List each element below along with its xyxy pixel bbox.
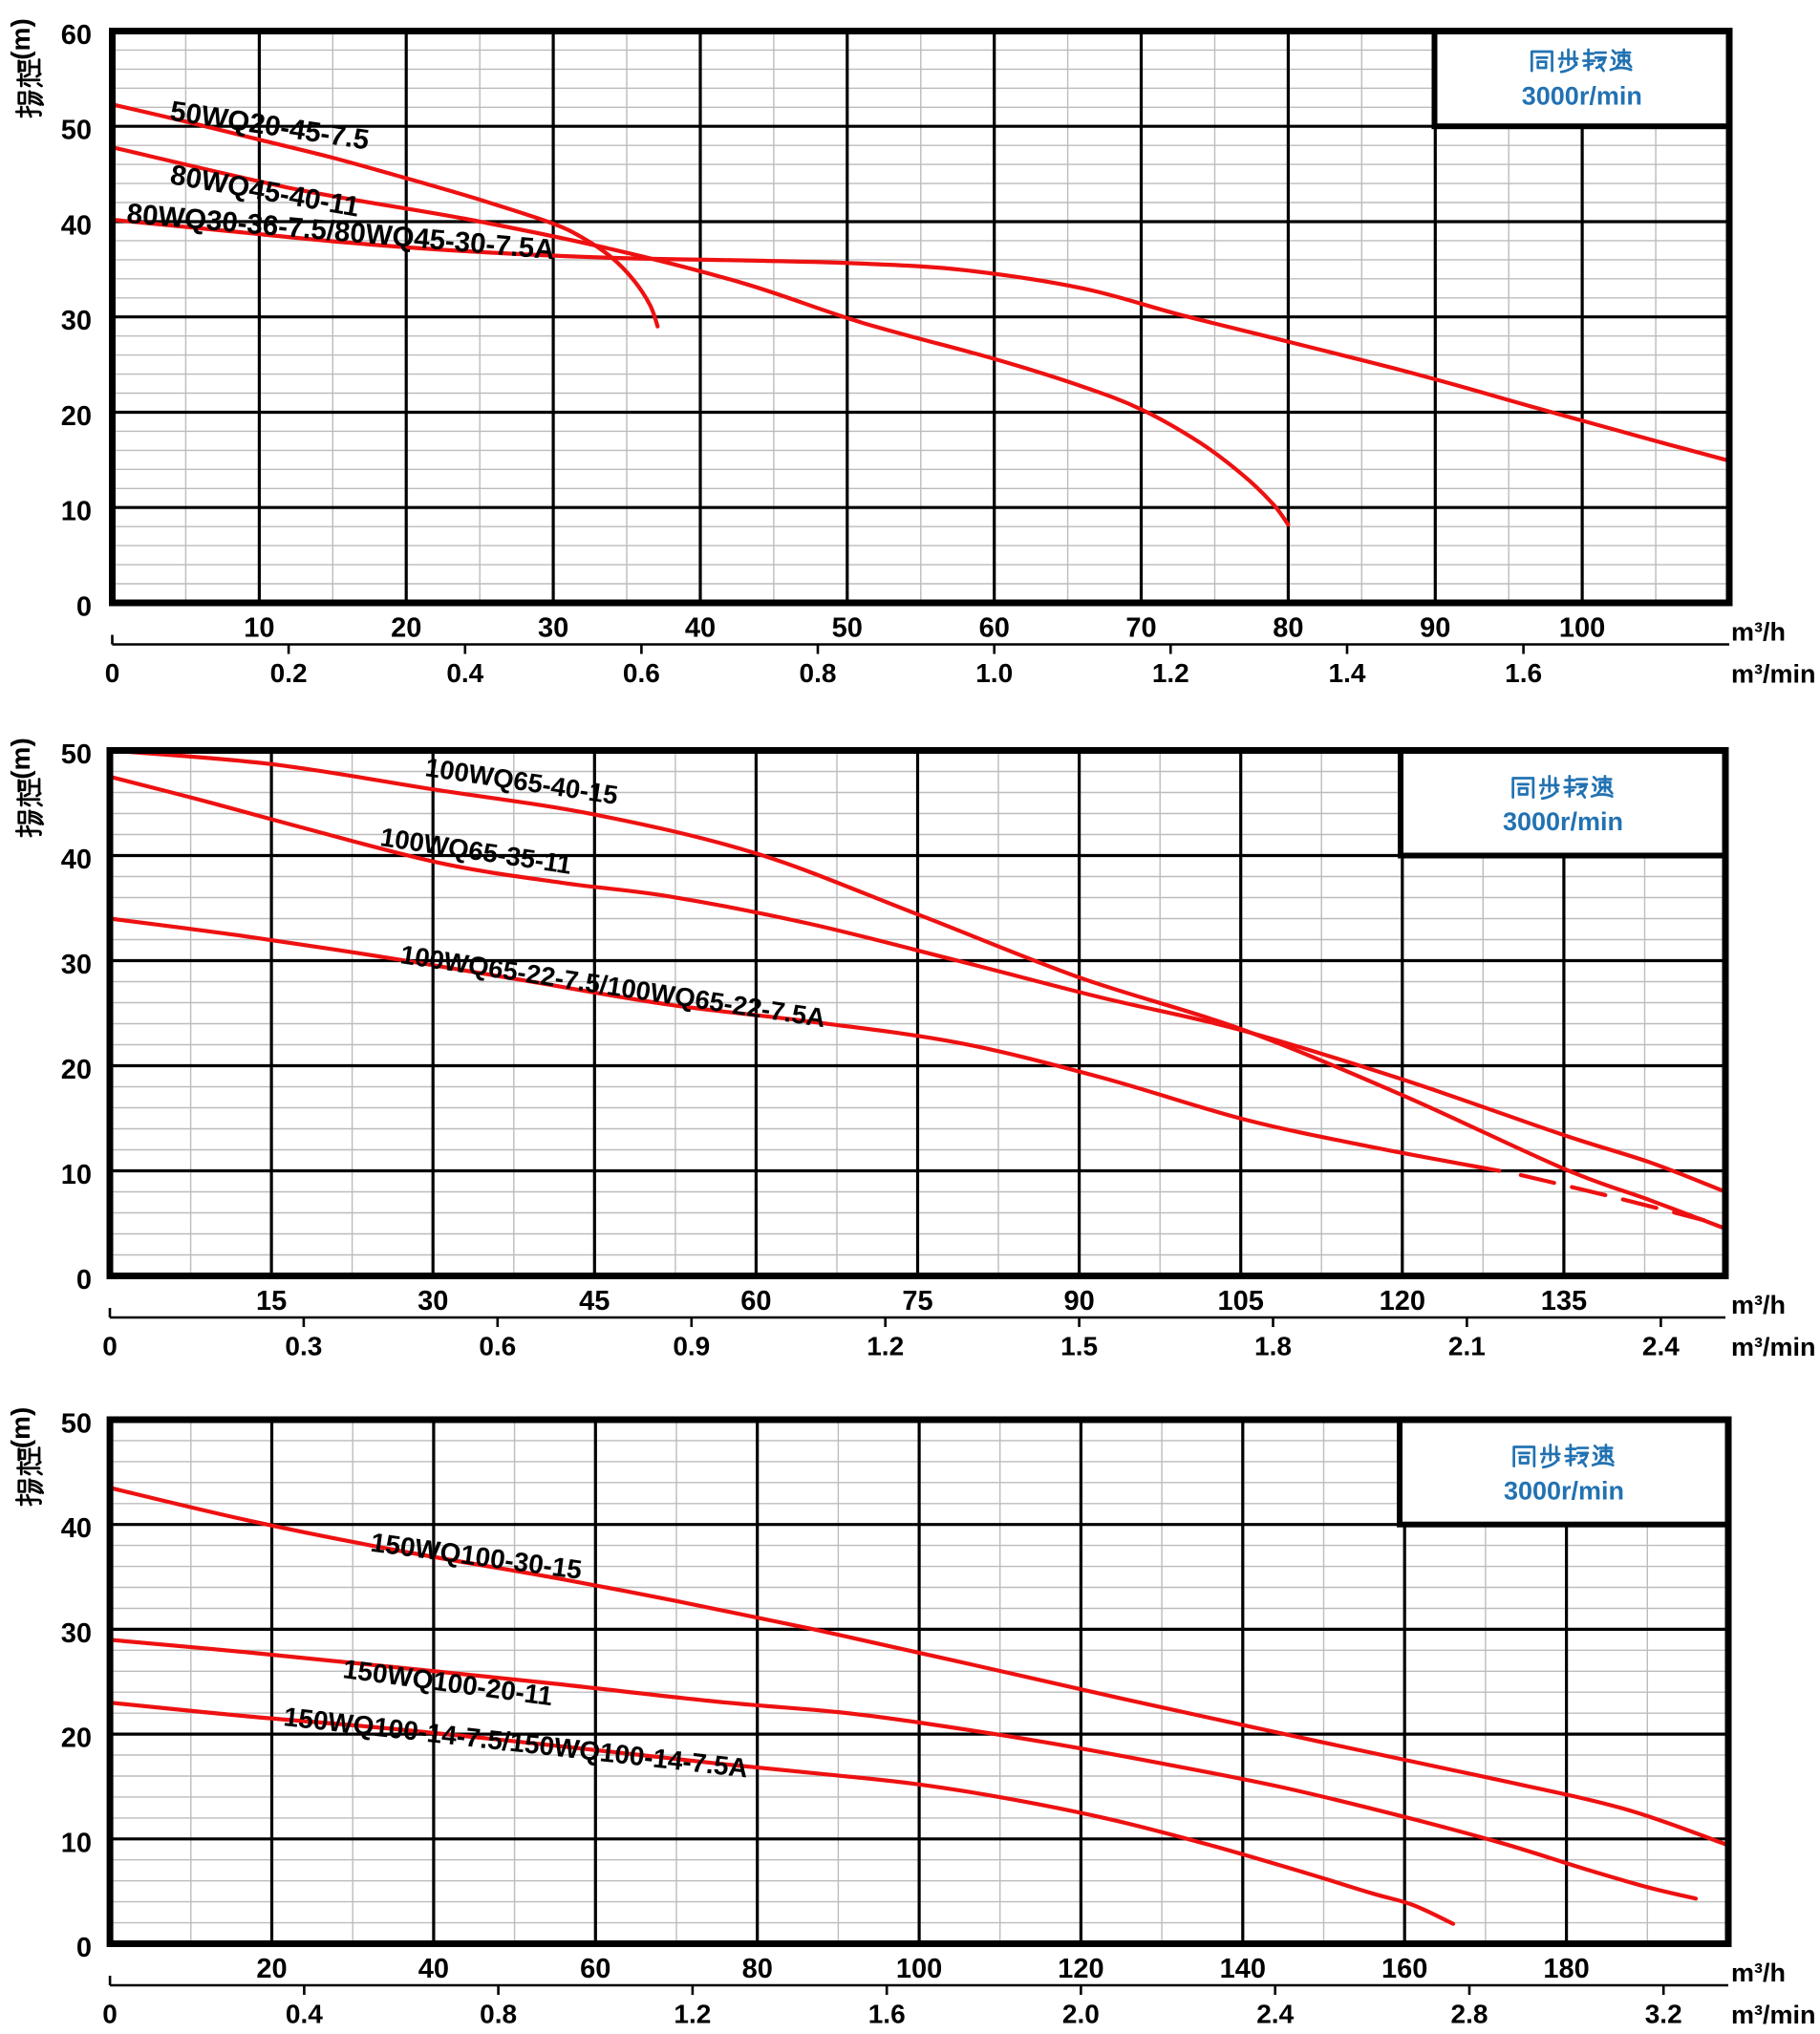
svg-text:40: 40 <box>61 845 92 875</box>
svg-text:10: 10 <box>244 613 274 644</box>
svg-text:0: 0 <box>76 592 92 623</box>
svg-text:1.6: 1.6 <box>1505 658 1542 688</box>
svg-text:0.6: 0.6 <box>623 658 660 688</box>
svg-text:0.4: 0.4 <box>446 658 483 688</box>
svg-text:0.8: 0.8 <box>480 2000 517 2029</box>
svg-text:(m): (m) <box>6 18 35 60</box>
svg-text:2.4: 2.4 <box>1256 2000 1294 2029</box>
svg-text:90: 90 <box>1420 613 1450 644</box>
svg-text:40: 40 <box>61 211 92 242</box>
svg-text:140: 140 <box>1220 1954 1266 1984</box>
svg-text:0.3: 0.3 <box>285 1332 322 1361</box>
svg-text:0: 0 <box>76 1265 92 1295</box>
svg-text:0.8: 0.8 <box>800 658 837 688</box>
svg-text:10: 10 <box>61 1160 92 1190</box>
svg-text:70: 70 <box>1125 613 1156 644</box>
svg-text:160: 160 <box>1381 1954 1427 1984</box>
svg-text:m³/min: m³/min <box>1731 1333 1816 1361</box>
svg-text:1.4: 1.4 <box>1329 658 1366 688</box>
svg-text:60: 60 <box>740 1286 771 1317</box>
svg-text:(m): (m) <box>6 738 35 780</box>
svg-text:75: 75 <box>902 1286 932 1317</box>
svg-text:40: 40 <box>418 1954 449 1984</box>
svg-text:2.8: 2.8 <box>1451 2000 1488 2029</box>
svg-text:2.0: 2.0 <box>1062 2000 1100 2029</box>
svg-text:90: 90 <box>1063 1286 1094 1317</box>
svg-text:30: 30 <box>61 306 92 336</box>
svg-text:3000r/min: 3000r/min <box>1503 807 1623 836</box>
svg-text:45: 45 <box>579 1286 610 1317</box>
svg-text:50: 50 <box>61 739 92 770</box>
svg-text:20: 20 <box>256 1954 287 1984</box>
svg-text:80: 80 <box>1273 613 1303 644</box>
svg-text:1.2: 1.2 <box>1152 658 1189 688</box>
svg-text:10: 10 <box>61 1828 92 1858</box>
svg-text:1.6: 1.6 <box>868 2000 906 2029</box>
svg-text:60: 60 <box>979 613 1010 644</box>
svg-text:20: 20 <box>61 401 92 432</box>
svg-text:m³/h: m³/h <box>1731 1291 1786 1319</box>
svg-text:20: 20 <box>61 1055 92 1085</box>
svg-text:10: 10 <box>61 497 92 527</box>
svg-text:30: 30 <box>538 613 568 644</box>
svg-text:(m): (m) <box>6 1407 35 1449</box>
svg-text:1.2: 1.2 <box>867 1332 904 1361</box>
svg-text:0.2: 0.2 <box>270 658 308 688</box>
svg-text:50: 50 <box>832 613 863 644</box>
svg-text:30: 30 <box>61 1618 92 1649</box>
svg-text:0: 0 <box>76 1933 92 1963</box>
svg-text:3000r/min: 3000r/min <box>1522 82 1642 111</box>
svg-text:0: 0 <box>105 658 120 688</box>
svg-text:1.2: 1.2 <box>674 2000 711 2029</box>
svg-text:20: 20 <box>61 1724 92 1754</box>
svg-text:30: 30 <box>61 950 92 980</box>
svg-text:20: 20 <box>391 613 421 644</box>
svg-text:m³/min: m³/min <box>1731 2001 1816 2029</box>
svg-text:80: 80 <box>742 1954 773 1984</box>
svg-text:m³/h: m³/h <box>1731 618 1786 647</box>
svg-text:15: 15 <box>256 1286 287 1317</box>
svg-text:105: 105 <box>1218 1286 1264 1317</box>
svg-text:3000r/min: 3000r/min <box>1504 1477 1624 1506</box>
svg-text:50: 50 <box>61 1409 92 1440</box>
svg-text:3.2: 3.2 <box>1645 2000 1682 2029</box>
svg-text:135: 135 <box>1541 1286 1587 1317</box>
svg-text:0.9: 0.9 <box>673 1332 710 1361</box>
svg-text:100: 100 <box>1559 613 1605 644</box>
svg-text:2.1: 2.1 <box>1448 1332 1486 1361</box>
svg-text:m³/h: m³/h <box>1731 1959 1786 1987</box>
svg-text:2.4: 2.4 <box>1642 1332 1680 1361</box>
svg-text:120: 120 <box>1380 1286 1425 1317</box>
svg-text:0.6: 0.6 <box>479 1332 516 1361</box>
svg-text:60: 60 <box>61 20 92 51</box>
svg-text:0: 0 <box>102 1332 118 1361</box>
svg-text:1.5: 1.5 <box>1060 1332 1098 1361</box>
svg-text:1.8: 1.8 <box>1254 1332 1292 1361</box>
svg-text:60: 60 <box>580 1954 610 1984</box>
svg-text:180: 180 <box>1543 1954 1589 1984</box>
svg-text:1.0: 1.0 <box>975 658 1013 688</box>
svg-text:120: 120 <box>1058 1954 1103 1984</box>
svg-text:30: 30 <box>418 1286 448 1317</box>
svg-text:0: 0 <box>102 2000 118 2029</box>
svg-text:0.4: 0.4 <box>286 2000 323 2029</box>
svg-text:100: 100 <box>896 1954 942 1984</box>
svg-text:40: 40 <box>61 1513 92 1544</box>
svg-text:50: 50 <box>61 116 92 146</box>
svg-text:m³/min: m³/min <box>1731 660 1816 689</box>
svg-text:40: 40 <box>685 613 716 644</box>
